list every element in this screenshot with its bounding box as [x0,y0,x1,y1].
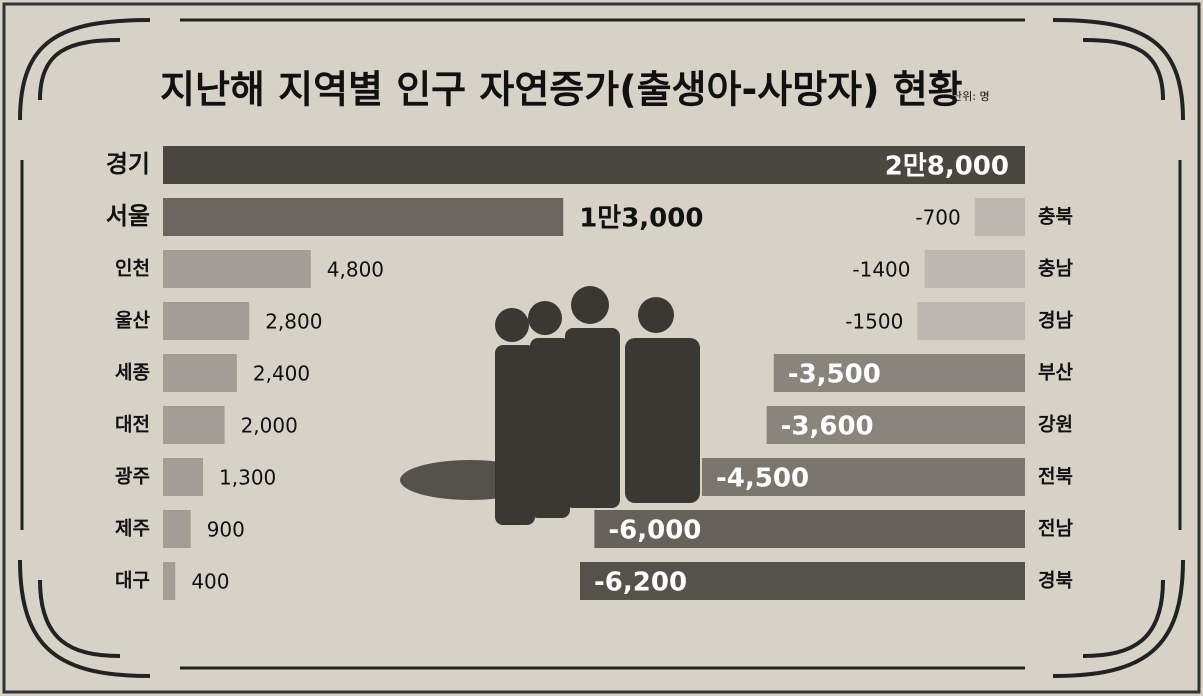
value-label: 2만8,000 [885,152,1009,182]
child-head [571,286,609,324]
bar [766,406,1025,444]
category-label: 세종 [115,362,150,384]
value-label: 4,800 [327,258,384,282]
category-label: 충북 [1038,206,1073,228]
category-label: 전남 [1038,518,1073,540]
value-label: 1만3,000 [579,204,703,234]
ornament [18,18,151,121]
bar [917,302,1025,340]
category-label: 광주 [115,466,150,488]
bar [580,562,1025,600]
category-label: 인천 [115,258,150,280]
bar [163,250,311,288]
category-label: 경북 [1038,570,1073,592]
photo-children [400,286,700,525]
child-body [625,338,700,503]
value-label: -3,600 [781,412,874,442]
category-label: 제주 [115,518,150,540]
child-body [565,328,620,508]
value-label: -1400 [852,258,910,282]
bar [702,458,1025,496]
bar [163,146,1025,184]
category-label: 경남 [1038,310,1073,332]
child-head [638,297,674,333]
value-label: 400 [191,570,229,594]
child-body [530,338,570,518]
value-label: -6,000 [608,516,701,546]
value-label: 2,800 [265,310,322,334]
bar [163,406,225,444]
bar [163,562,176,600]
category-label: 경기 [106,150,150,178]
bar [773,354,1025,392]
ornament [18,559,151,678]
child-body [495,345,535,525]
category-label: 부산 [1038,362,1073,384]
bar [924,250,1025,288]
child-head [528,301,562,335]
bar [163,458,204,496]
value-label: -700 [915,206,960,230]
value-label: 1,300 [219,466,276,490]
category-label: 대구 [115,570,150,592]
chart-title: 지난해 지역별 인구 자연증가(출생아-사망자) 현황 [160,68,963,112]
value-label: -6,200 [594,568,687,598]
ornament [1052,559,1185,678]
category-label: 울산 [115,310,150,332]
bar [163,198,564,236]
ornaments [18,18,1185,678]
bar [594,510,1025,548]
bar [163,302,250,340]
category-label: 전북 [1038,466,1073,488]
value-label: -1500 [845,310,903,334]
value-label: 900 [207,518,245,542]
category-label: 서울 [106,202,150,230]
unit-label: 단위: 명 [952,90,990,103]
category-label: 충남 [1038,258,1073,280]
bar [974,198,1025,236]
value-label: 2,400 [253,362,310,386]
value-label: 2,000 [241,414,298,438]
value-label: -3,500 [788,360,881,390]
child-head [495,308,529,342]
category-label: 강원 [1038,414,1073,436]
bar [163,510,191,548]
bar [163,354,237,392]
category-label: 대전 [115,414,150,436]
value-label: -4,500 [716,464,809,494]
ornament [1052,18,1185,121]
